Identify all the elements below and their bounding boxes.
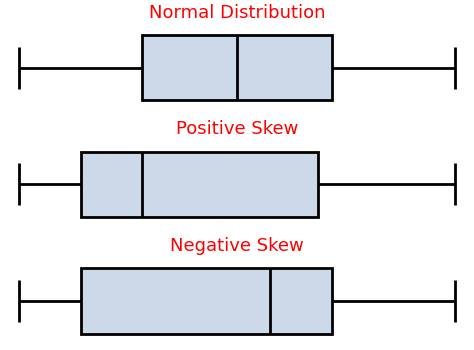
Bar bbox=[81, 152, 318, 217]
Text: Normal Distribution: Normal Distribution bbox=[149, 4, 325, 21]
Text: Positive Skew: Positive Skew bbox=[176, 120, 298, 138]
Bar bbox=[81, 268, 332, 334]
Text: Negative Skew: Negative Skew bbox=[170, 237, 304, 255]
Bar bbox=[142, 35, 332, 100]
